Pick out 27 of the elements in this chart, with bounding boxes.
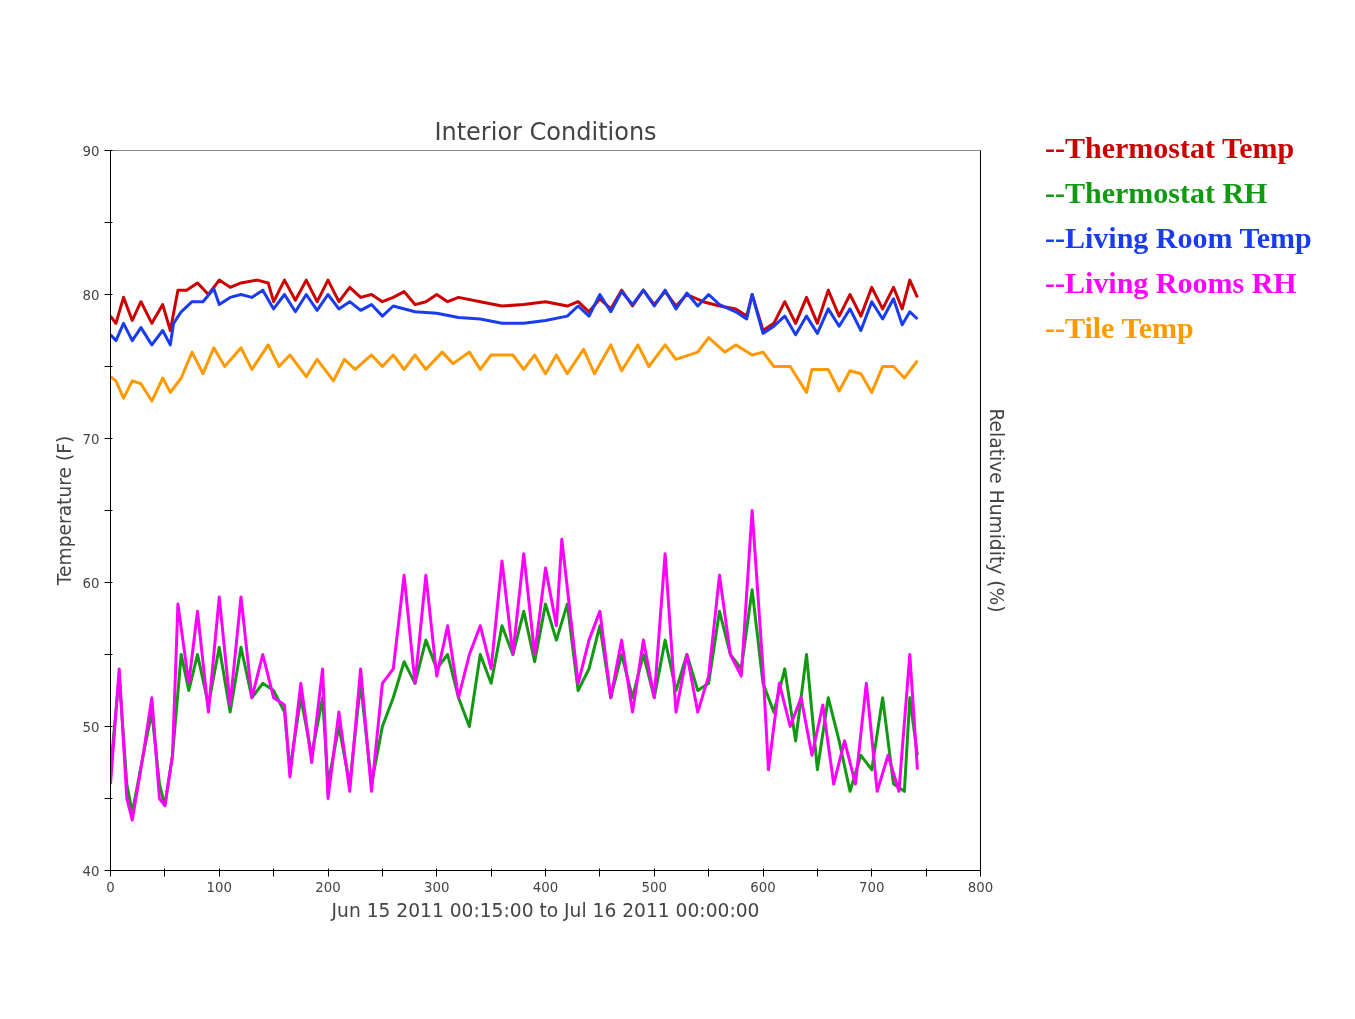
text: --Living Rooms RH: [1045, 265, 1298, 301]
y-tick-label: 90: [82, 143, 100, 159]
x-tick-label: 0: [106, 879, 115, 895]
y2-axis-title: Relative Humidity (%): [985, 408, 1007, 613]
x-tick-label: 300: [424, 879, 450, 895]
text: --Living Room Temp: [1045, 220, 1312, 256]
text: --Thermostat Temp: [1045, 130, 1296, 166]
chart-title: Interior Conditions: [434, 117, 657, 146]
x-tick-label: 100: [206, 879, 232, 895]
text: --Thermostat RH: [1045, 175, 1269, 211]
y-tick-label: 60: [82, 575, 100, 591]
line-series: [110, 287, 919, 347]
y-tick-label: 40: [82, 863, 100, 879]
line-series: [110, 509, 919, 822]
y-axis-title: Temperature (F): [53, 435, 75, 587]
text: --Tile Temp: [1045, 310, 1195, 346]
x-tick-label: 500: [641, 879, 667, 895]
y-tick-label: 70: [82, 431, 100, 447]
x-tick-label: 600: [750, 879, 776, 895]
x-tick-label: 800: [967, 879, 994, 895]
x-tick-label: 400: [532, 879, 559, 895]
x-axis-title: Jun 15 2011 00:15:00 to Jul 16 2011 00:00:00: [330, 899, 760, 921]
y-tick-label: 80: [82, 287, 100, 303]
x-tick-label: 200: [315, 879, 341, 895]
x-tick-label: 700: [859, 879, 885, 895]
line-series: [110, 336, 919, 403]
y-tick-label: 50: [82, 719, 100, 735]
